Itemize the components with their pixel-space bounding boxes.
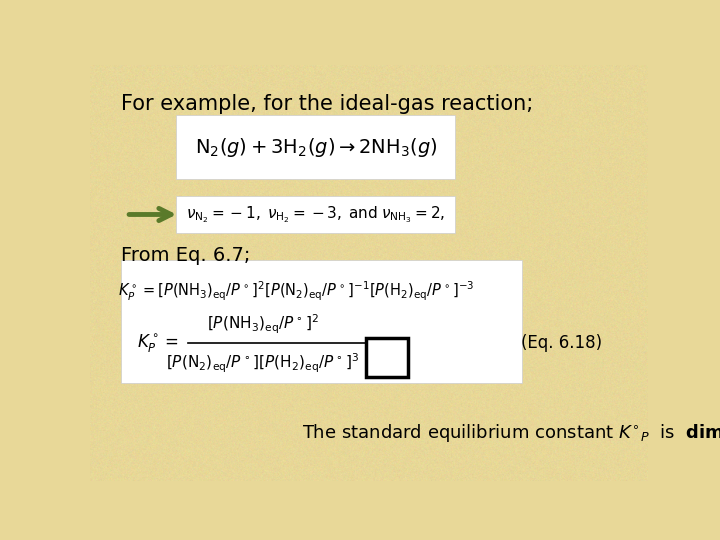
Text: From Eq. 6.7;: From Eq. 6.7;: [121, 246, 250, 265]
Text: $K^\circ_P = [P(\mathrm{NH_3})_{\mathrm{eq}}/P^\circ]^2[P(\mathrm{N_2})_{\mathrm: $K^\circ_P = [P(\mathrm{NH_3})_{\mathrm{…: [118, 280, 474, 303]
Text: $[P(\mathrm{N_2})_{\mathrm{eq}}/P^\circ][P(\mathrm{H_2})_{\mathrm{eq}}/P^\circ]^: $[P(\mathrm{N_2})_{\mathrm{eq}}/P^\circ]…: [166, 352, 359, 375]
Text: The standard equilibrium constant $K^{\circ}{}_{P}$  is  $\mathbf{dimensionless}: The standard equilibrium constant $K^{\c…: [302, 422, 720, 444]
Text: For example, for the ideal-gas reaction;: For example, for the ideal-gas reaction;: [121, 94, 533, 114]
Text: (Eq. 6.18): (Eq. 6.18): [521, 334, 602, 353]
Bar: [366, 338, 408, 377]
Text: $K^\circ_P = $: $K^\circ_P = $: [138, 333, 179, 354]
Bar: [121, 260, 523, 383]
Text: $\mathrm{N_2}(g) + 3\mathrm{H_2}(g) \rightarrow 2\mathrm{NH_3}(g)$: $\mathrm{N_2}(g) + 3\mathrm{H_2}(g) \rig…: [194, 137, 437, 159]
Bar: [176, 196, 456, 233]
Text: $[P(\mathrm{NH_3})_{\mathrm{eq}}/P^\circ]^2$: $[P(\mathrm{NH_3})_{\mathrm{eq}}/P^\circ…: [207, 313, 319, 336]
Text: $\nu_{\mathrm{N_2}} = -1,\; \nu_{\mathrm{H_2}} = -3,\; \mathrm{and}\; \nu_{\math: $\nu_{\mathrm{N_2}} = -1,\; \nu_{\mathrm…: [186, 204, 446, 225]
Bar: [176, 114, 456, 179]
